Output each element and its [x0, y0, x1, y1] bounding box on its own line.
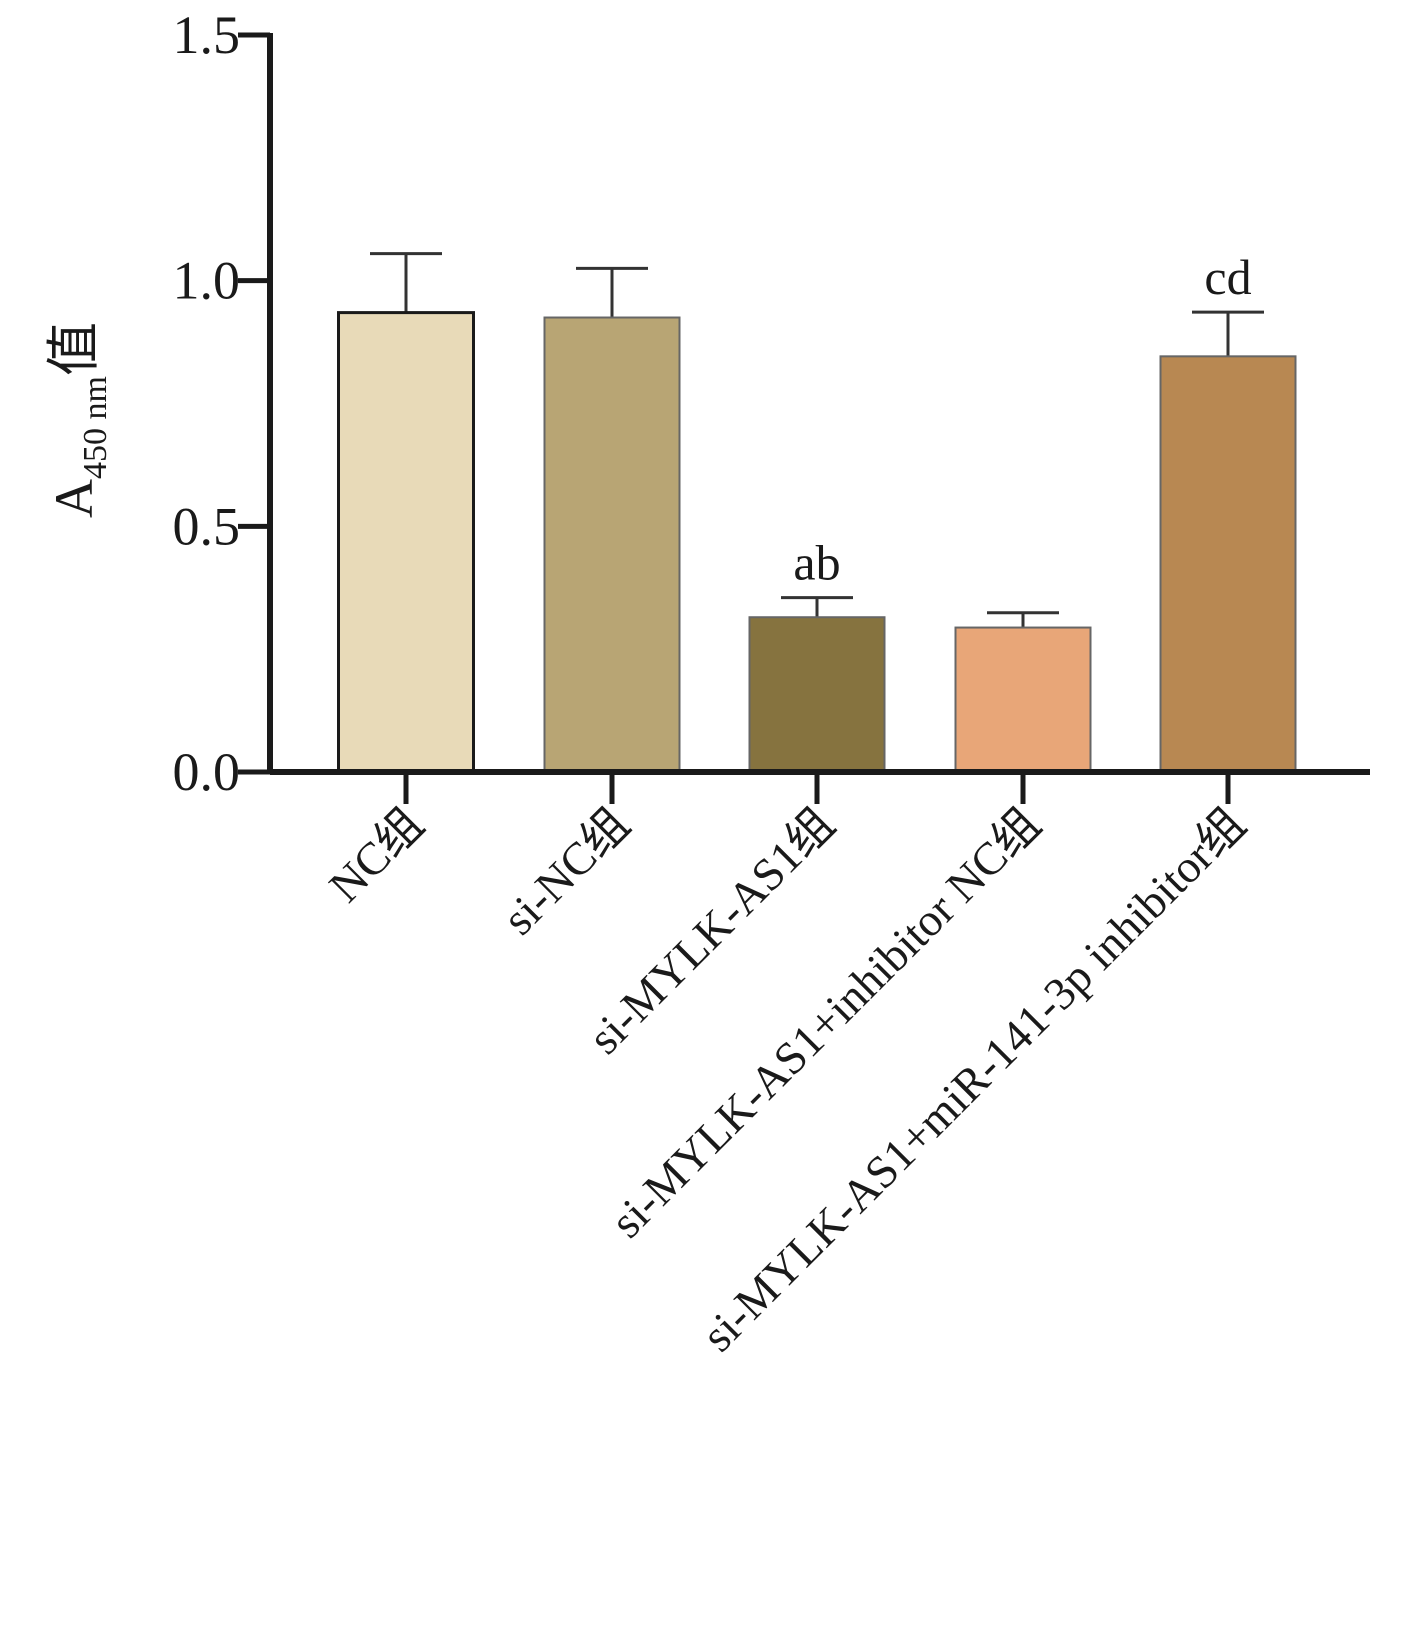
x-tick-label: si-NC组 — [493, 798, 639, 944]
y-tick-label: 1.0 — [173, 251, 241, 311]
y-tick-label: 0.5 — [173, 496, 241, 556]
bar — [1159, 355, 1297, 773]
x-tick-label: si-MYLK-AS1+inhibitor NC组 — [601, 798, 1050, 1247]
y-label-main: A — [44, 479, 104, 518]
bar — [543, 316, 681, 773]
annotation: cd — [1204, 249, 1251, 305]
x-tick-label: NC组 — [319, 798, 433, 912]
y-tick-label: 0.0 — [173, 742, 241, 802]
y-tick-label: 1.5 — [173, 5, 241, 65]
bar — [954, 626, 1092, 773]
annotation: ab — [793, 535, 840, 591]
bar — [337, 311, 475, 774]
y-label-sub: 450 nm — [77, 376, 114, 479]
y-label-suffix: 值 — [44, 322, 104, 376]
y-axis-label: A450 nm值 — [44, 322, 114, 518]
bar — [748, 616, 886, 773]
